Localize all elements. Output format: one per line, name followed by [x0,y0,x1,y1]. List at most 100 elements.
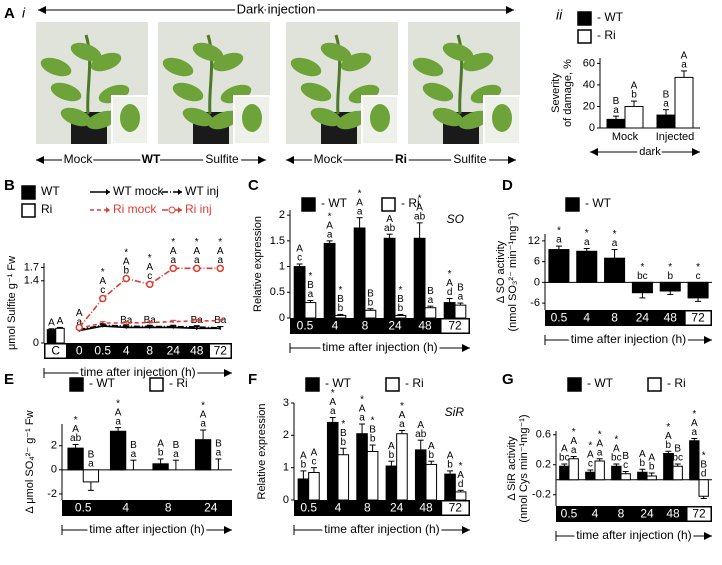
significance-letter: A [329,397,336,408]
bar [366,451,379,501]
significance-letter: b [340,437,346,448]
inset-leaf [492,104,512,132]
y-tick-label: 1 [283,462,289,474]
panel-letter: E [4,371,14,388]
x-tick-label: 24 [204,501,218,515]
significance-letter: d [701,468,707,479]
x-tick-label: 24 [640,507,654,521]
marker [75,323,83,332]
significance-letter: * [124,247,128,258]
significance-letter: A [300,451,307,462]
x-tick-label: 4 [583,311,590,325]
y-tick-label: 3 [283,397,289,409]
x-tick-label: 48 [418,319,432,333]
significance-letter: A [648,453,655,464]
significance-letter: A [72,424,79,435]
significance-letter: * [398,285,402,296]
significance-letter: * [116,398,120,409]
significance-letter: a [612,238,618,249]
legend-swatch [21,203,36,218]
significance-letter: b [368,297,374,308]
significance-letter: A [388,441,395,452]
x-tick-label: 0.5 [75,501,92,515]
significance-letter: bc [672,453,683,464]
leaf [208,110,240,130]
significance-letter: a [681,60,687,71]
gene-label: SiR [445,405,465,419]
legend-swatch [577,29,592,44]
significance-letter: b [123,265,129,276]
significance-letter: A [691,418,698,429]
y-axis-label: (nmol SO₃²⁻ min⁻¹mg⁻¹) [507,212,519,331]
significance-letter: * [696,262,700,273]
bar [548,249,570,283]
legend-swatch [21,185,36,200]
significance-letter: A [417,420,424,431]
bar [454,491,467,501]
significance-letter: A [200,410,207,421]
legend-label: - Ri [597,28,616,42]
significance-letter: B [674,444,681,455]
bar [659,281,681,292]
bar [383,237,396,319]
significance-letter: A [428,441,435,452]
legend-label: Ri [41,202,52,216]
leaf [70,42,102,62]
significance-letter: a [584,237,590,248]
significance-letter: a [330,406,336,417]
legend-label: - WT [597,10,624,24]
significance-letter: B [427,286,434,297]
significance-letter: * [585,228,589,239]
legend-label: - Ri [667,376,686,390]
y-tick-label: -2 [47,488,57,500]
bar [413,237,426,319]
bar [631,281,653,294]
significance-letter: a [115,416,121,427]
bar [576,250,598,283]
bar [194,439,212,471]
significance-letter: B [700,459,707,470]
y-tick-label: 0 [534,276,540,288]
x-axis-label: time after injection (h) [571,332,686,346]
significance-letter: a [173,449,179,460]
significance-letter: A [217,246,224,257]
significance-letter: B [367,288,374,299]
significance-letter: * [640,262,644,273]
significance-letter: B [307,280,314,291]
bar [687,281,709,299]
leaf [40,57,72,77]
significance-letter: a [170,255,176,266]
marker [146,280,154,289]
significance-letter: A [416,202,423,213]
bar [337,454,350,501]
significance-letter: a [308,289,314,300]
bar [594,460,605,481]
legend-swatch [567,377,582,392]
significance-letter: A [123,256,130,267]
bar [356,433,368,501]
bar [674,76,694,129]
x-axis-label: time after injection (h) [322,340,437,354]
significance-letter: * [371,416,375,427]
x-tick-label: 48 [664,311,678,325]
leaf [60,107,92,127]
category-strip [294,500,470,516]
significance-letter: A [170,246,177,257]
plant-stem [334,34,342,115]
significance-letter: b [338,303,344,314]
leaf [422,82,454,102]
inset-leaf [370,104,390,132]
photo-label: WT [142,152,161,166]
bar [396,433,408,501]
y-axis-label: of damage, % [562,59,574,127]
significance-letter: * [218,237,222,248]
significance-letter: a [359,413,365,424]
bar [394,314,407,319]
significance-letter: ab [70,433,82,444]
photo-label: Mock [64,152,94,166]
significance-letter: * [101,267,105,278]
significance-letter: c [696,271,701,282]
significance-letter: A [457,470,464,481]
bar [689,440,700,481]
y-axis-label: Δ μmol SO₄²⁻ g⁻¹ Fw [24,410,36,513]
